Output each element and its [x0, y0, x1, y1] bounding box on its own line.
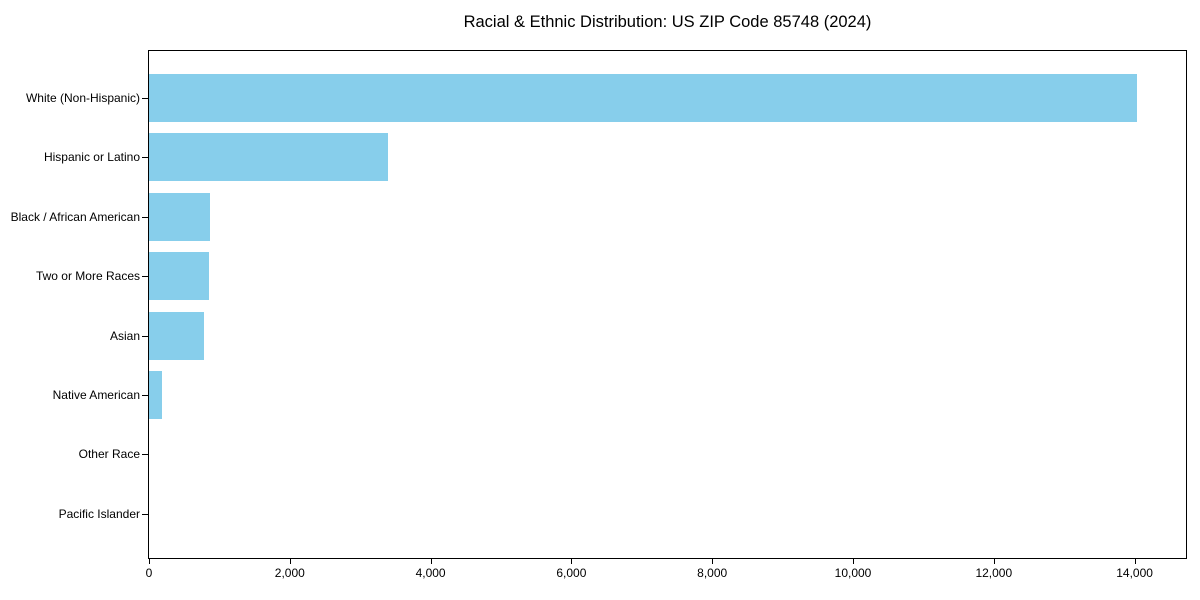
- y-tick-mark: [142, 216, 148, 218]
- x-tick-label: 14,000: [1116, 566, 1153, 580]
- plot-area: [148, 50, 1187, 559]
- y-label-hispanic-or-latino: Hispanic or Latino: [43, 150, 140, 165]
- bar-two-or-more-races: [149, 252, 209, 301]
- x-tick-mark: [993, 559, 995, 564]
- x-tick-mark: [1134, 559, 1136, 564]
- x-tick-label: 8,000: [697, 566, 728, 580]
- y-label-black-african-american: Black / African American: [10, 209, 140, 224]
- x-tick-label: 4,000: [415, 566, 446, 580]
- y-tick-mark: [142, 276, 148, 278]
- x-tick-mark: [430, 559, 432, 564]
- bar-black-african-american: [149, 192, 210, 241]
- x-tick-mark: [149, 559, 150, 564]
- x-tick-label: 12,000: [975, 566, 1013, 580]
- x-tick-mark: [853, 559, 854, 564]
- bar-white-non-hispanic: [149, 74, 1138, 122]
- y-label-asian: Asian: [109, 328, 140, 343]
- y-label-white-non-hispanic: White (Non-Hispanic): [25, 91, 140, 105]
- y-label-two-or-more-races: Two or More Races: [35, 269, 140, 284]
- x-tick-label: 2,000: [274, 566, 305, 580]
- y-label-native-american: Native American: [52, 388, 140, 402]
- y-tick-mark: [142, 98, 148, 99]
- y-tick-mark: [142, 157, 148, 159]
- bar-hispanic-or-latino: [149, 133, 388, 182]
- x-tick-mark: [289, 559, 291, 564]
- bar-asian: [149, 311, 204, 360]
- x-tick-mark: [571, 559, 573, 564]
- x-tick-label: 0: [145, 566, 153, 580]
- x-tick-mark: [712, 559, 714, 564]
- chart-title: Racial & Ethnic Distribution: US ZIP Cod…: [463, 13, 872, 31]
- y-tick-mark: [142, 513, 148, 515]
- bar-native-american: [149, 371, 162, 419]
- y-tick-mark: [142, 395, 148, 396]
- x-tick-label: 6,000: [556, 566, 587, 580]
- y-label-pacific-islander: Pacific Islander: [58, 506, 140, 521]
- y-label-other-race: Other Race: [78, 447, 140, 462]
- y-tick-mark: [142, 454, 148, 456]
- x-tick-label: 10,000: [834, 566, 872, 580]
- y-tick-mark: [142, 335, 148, 337]
